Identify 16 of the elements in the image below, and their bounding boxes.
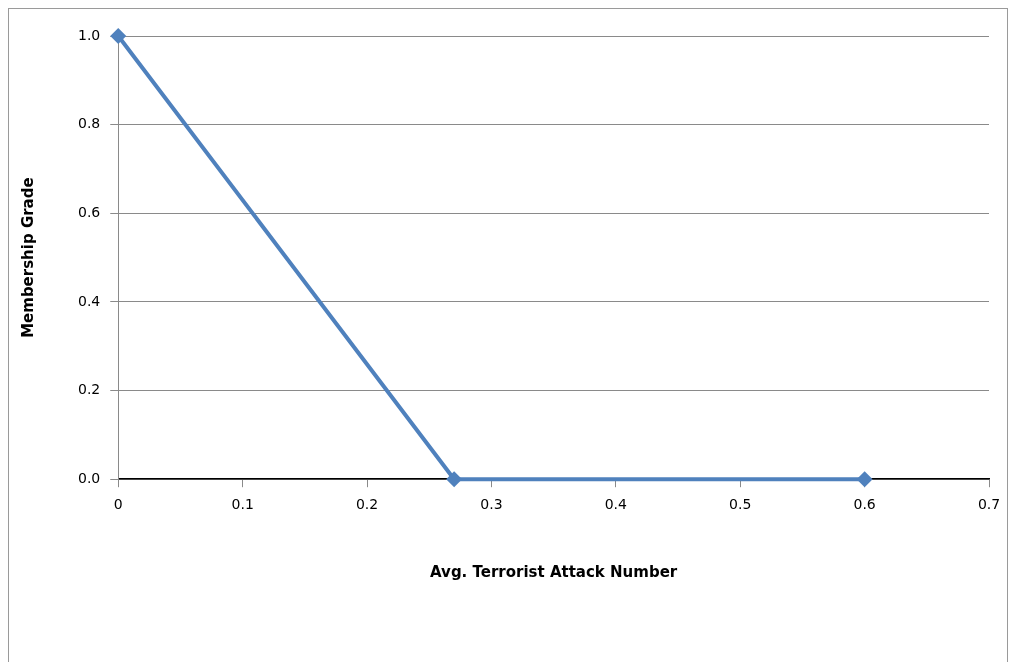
x-tick-label: 0.2 [355,496,379,513]
y-tick-label: 0.6 [78,203,101,220]
x-tick-label: 0.7 [977,496,1001,513]
y-tick-label: 0.2 [78,381,101,398]
y-axis-title: Membership Grade [18,177,37,338]
y-tick-label: 0.4 [78,292,101,309]
y-tick-label: 0.8 [78,115,101,132]
x-tick-label: 0.6 [853,496,876,513]
y-tick-label: 1.0 [78,26,101,43]
x-tick-label: 0.3 [480,496,503,513]
x-tick-label: 0.4 [604,496,628,513]
x-tick-label: 0 [113,496,123,513]
x-tick-label: 0.1 [231,496,254,513]
x-tick-label: 0.5 [729,496,752,513]
x-axis-title: Avg. Terrorist Attack Number [430,562,678,581]
y-tick-label: 0.0 [78,469,101,486]
